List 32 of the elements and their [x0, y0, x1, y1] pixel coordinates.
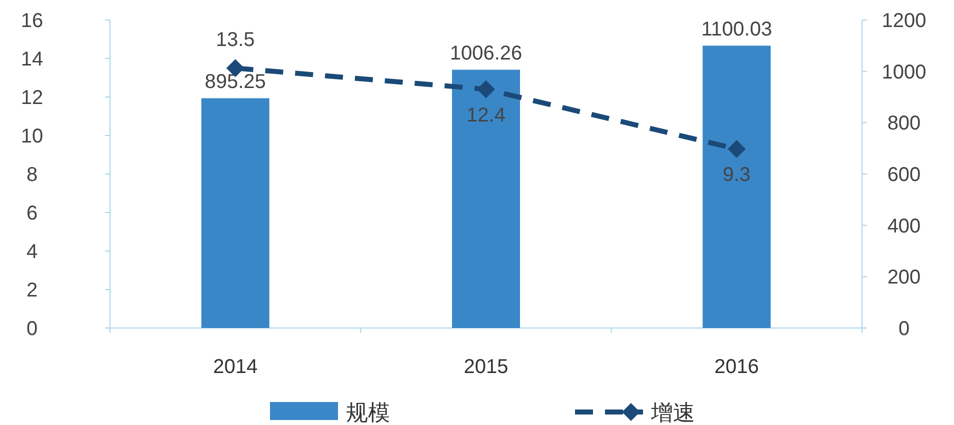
y-tick-label: 2 [26, 280, 38, 302]
data-label: 1006.26 [450, 42, 522, 65]
y-tick-label: 6 [26, 202, 38, 224]
bar [452, 70, 520, 328]
data-label: 12.4 [466, 104, 506, 126]
y2-tick-label: 1000 [882, 61, 926, 84]
data-label: 13.5 [216, 29, 255, 52]
y2-tick-label: 600 [887, 164, 921, 186]
point [477, 80, 495, 98]
y-tick-label: 10 [20, 126, 44, 148]
y2-tick-label: 200 [887, 266, 921, 289]
y-tick-label: 14 [20, 48, 44, 70]
y-tick-label: 16 [20, 10, 44, 32]
bar [702, 46, 771, 328]
x-tick-label: 2016 [714, 356, 759, 378]
y-tick-label: 8 [26, 164, 38, 186]
data-label: 1100.03 [701, 18, 772, 41]
x-tick-label: 2015 [464, 356, 508, 378]
y2-tick-label: 1200 [882, 10, 926, 32]
y-tick-label: 12 [20, 87, 44, 109]
y2-tick-label: 400 [887, 215, 921, 238]
point [728, 140, 746, 158]
x-tick-label: 2014 [213, 356, 258, 378]
bar [201, 98, 270, 328]
legend-label: 规模 [346, 400, 390, 425]
y-tick-label: 0 [26, 318, 38, 340]
y2-tick-label: 800 [887, 112, 921, 135]
legend-label: 增速 [650, 400, 695, 425]
y2-tick-label: 0 [898, 318, 910, 340]
data-label: 9.3 [722, 164, 751, 186]
y-tick-label: 4 [26, 241, 38, 263]
data-label: 895.25 [204, 71, 266, 94]
